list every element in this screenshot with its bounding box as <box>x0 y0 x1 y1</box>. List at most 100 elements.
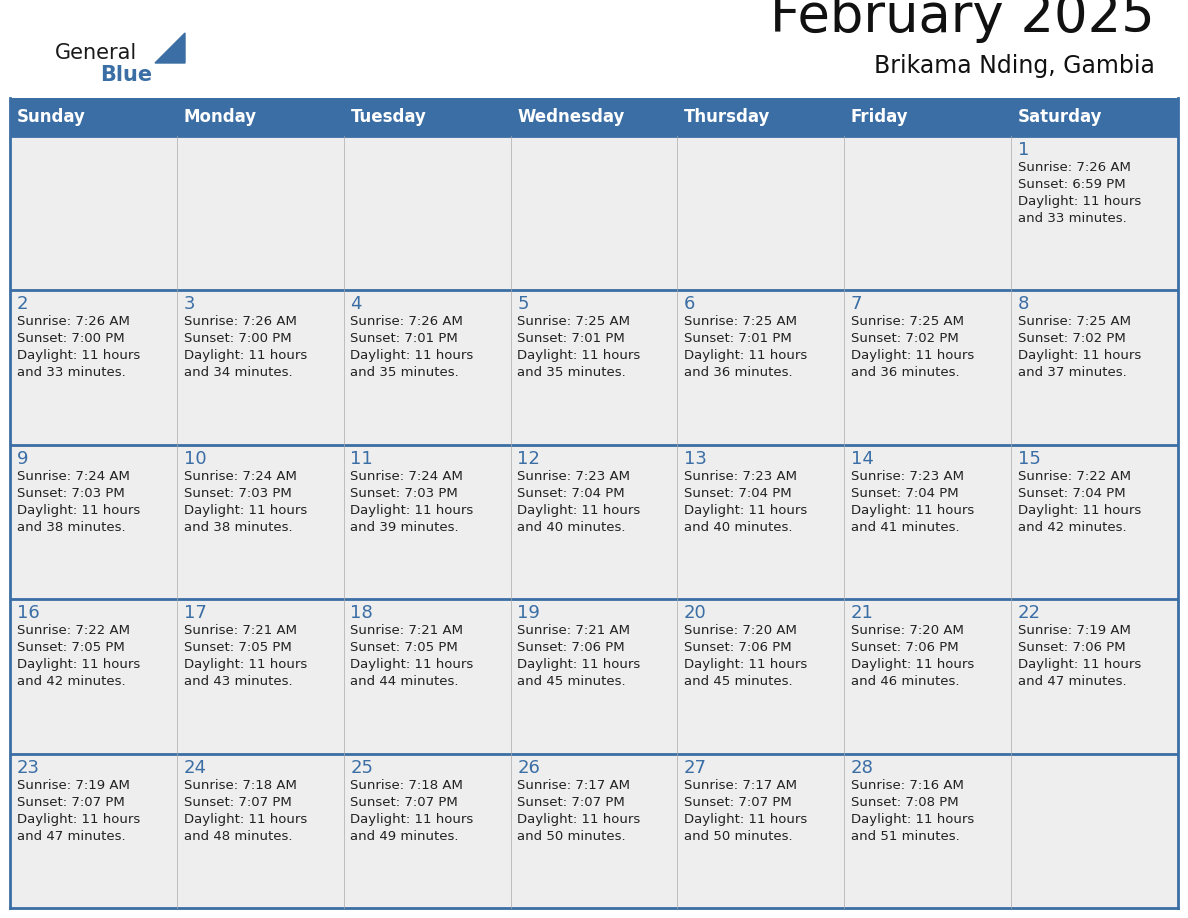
Text: and 51 minutes.: and 51 minutes. <box>851 830 960 843</box>
Text: Sunset: 7:01 PM: Sunset: 7:01 PM <box>350 332 459 345</box>
Text: 10: 10 <box>183 450 207 468</box>
Text: Sunrise: 7:20 AM: Sunrise: 7:20 AM <box>851 624 963 637</box>
Text: Sunrise: 7:20 AM: Sunrise: 7:20 AM <box>684 624 797 637</box>
Text: Sunrise: 7:18 AM: Sunrise: 7:18 AM <box>350 778 463 791</box>
Text: Sunrise: 7:21 AM: Sunrise: 7:21 AM <box>350 624 463 637</box>
Text: Daylight: 11 hours: Daylight: 11 hours <box>183 350 307 363</box>
Text: 21: 21 <box>851 604 874 622</box>
Bar <box>10 136 1178 290</box>
Text: and 35 minutes.: and 35 minutes. <box>350 366 459 379</box>
Text: Sunset: 7:03 PM: Sunset: 7:03 PM <box>17 487 125 499</box>
Text: Daylight: 11 hours: Daylight: 11 hours <box>183 658 307 671</box>
Text: 28: 28 <box>851 758 874 777</box>
Text: Monday: Monday <box>183 108 257 126</box>
Text: Sunset: 7:07 PM: Sunset: 7:07 PM <box>684 796 792 809</box>
Text: Daylight: 11 hours: Daylight: 11 hours <box>851 350 974 363</box>
Text: Daylight: 11 hours: Daylight: 11 hours <box>1018 195 1140 208</box>
Text: Sunset: 7:06 PM: Sunset: 7:06 PM <box>851 641 959 655</box>
Text: Daylight: 11 hours: Daylight: 11 hours <box>684 350 808 363</box>
Text: Sunset: 7:02 PM: Sunset: 7:02 PM <box>851 332 959 345</box>
Text: Sunrise: 7:23 AM: Sunrise: 7:23 AM <box>684 470 797 483</box>
Text: Daylight: 11 hours: Daylight: 11 hours <box>17 504 140 517</box>
Text: Sunrise: 7:22 AM: Sunrise: 7:22 AM <box>1018 470 1131 483</box>
Text: and 33 minutes.: and 33 minutes. <box>1018 212 1126 225</box>
Text: 9: 9 <box>17 450 29 468</box>
Text: 4: 4 <box>350 296 362 313</box>
Text: Sunset: 7:04 PM: Sunset: 7:04 PM <box>1018 487 1125 499</box>
Text: and 40 minutes.: and 40 minutes. <box>684 521 792 533</box>
Text: Sunset: 6:59 PM: Sunset: 6:59 PM <box>1018 178 1125 191</box>
Text: and 50 minutes.: and 50 minutes. <box>684 830 792 843</box>
Text: Sunset: 7:01 PM: Sunset: 7:01 PM <box>684 332 792 345</box>
Text: Saturday: Saturday <box>1018 108 1102 126</box>
Text: Daylight: 11 hours: Daylight: 11 hours <box>684 658 808 671</box>
Text: and 45 minutes.: and 45 minutes. <box>684 676 792 688</box>
Text: and 38 minutes.: and 38 minutes. <box>17 521 125 533</box>
Text: Sunset: 7:03 PM: Sunset: 7:03 PM <box>350 487 459 499</box>
Text: Daylight: 11 hours: Daylight: 11 hours <box>350 350 474 363</box>
Text: and 39 minutes.: and 39 minutes. <box>350 521 459 533</box>
Text: Daylight: 11 hours: Daylight: 11 hours <box>350 658 474 671</box>
Text: Sunrise: 7:23 AM: Sunrise: 7:23 AM <box>851 470 963 483</box>
Text: Tuesday: Tuesday <box>350 108 426 126</box>
Text: General: General <box>55 43 138 63</box>
Text: Sunrise: 7:25 AM: Sunrise: 7:25 AM <box>684 316 797 329</box>
Text: Sunrise: 7:24 AM: Sunrise: 7:24 AM <box>350 470 463 483</box>
Text: Sunset: 7:05 PM: Sunset: 7:05 PM <box>183 641 291 655</box>
Text: 19: 19 <box>517 604 541 622</box>
Text: 1: 1 <box>1018 141 1029 159</box>
Text: Sunset: 7:01 PM: Sunset: 7:01 PM <box>517 332 625 345</box>
Text: Wednesday: Wednesday <box>517 108 625 126</box>
Text: Sunrise: 7:21 AM: Sunrise: 7:21 AM <box>183 624 297 637</box>
Text: Sunset: 7:02 PM: Sunset: 7:02 PM <box>1018 332 1125 345</box>
Text: and 38 minutes.: and 38 minutes. <box>183 521 292 533</box>
Text: and 40 minutes.: and 40 minutes. <box>517 521 626 533</box>
Text: 2: 2 <box>17 296 29 313</box>
Text: Daylight: 11 hours: Daylight: 11 hours <box>1018 658 1140 671</box>
Text: Daylight: 11 hours: Daylight: 11 hours <box>17 658 140 671</box>
Text: 11: 11 <box>350 450 373 468</box>
Text: Sunrise: 7:26 AM: Sunrise: 7:26 AM <box>1018 161 1131 174</box>
Text: Daylight: 11 hours: Daylight: 11 hours <box>851 504 974 517</box>
Text: 15: 15 <box>1018 450 1041 468</box>
Text: 26: 26 <box>517 758 541 777</box>
Text: Sunset: 7:00 PM: Sunset: 7:00 PM <box>183 332 291 345</box>
Text: Sunset: 7:05 PM: Sunset: 7:05 PM <box>17 641 125 655</box>
Text: Daylight: 11 hours: Daylight: 11 hours <box>350 504 474 517</box>
Text: and 35 minutes.: and 35 minutes. <box>517 366 626 379</box>
Text: Sunrise: 7:25 AM: Sunrise: 7:25 AM <box>851 316 963 329</box>
Text: 22: 22 <box>1018 604 1041 622</box>
Text: Sunset: 7:08 PM: Sunset: 7:08 PM <box>851 796 959 809</box>
Text: Daylight: 11 hours: Daylight: 11 hours <box>684 812 808 825</box>
Text: Brikama Nding, Gambia: Brikama Nding, Gambia <box>874 54 1155 78</box>
Text: and 34 minutes.: and 34 minutes. <box>183 366 292 379</box>
Text: Sunrise: 7:22 AM: Sunrise: 7:22 AM <box>17 624 129 637</box>
Bar <box>10 98 1178 136</box>
Text: and 42 minutes.: and 42 minutes. <box>1018 521 1126 533</box>
Text: 6: 6 <box>684 296 695 313</box>
Text: and 47 minutes.: and 47 minutes. <box>17 830 125 843</box>
Text: February 2025: February 2025 <box>770 0 1155 43</box>
Bar <box>10 754 1178 908</box>
Text: Daylight: 11 hours: Daylight: 11 hours <box>17 812 140 825</box>
Text: 3: 3 <box>183 296 195 313</box>
Text: Daylight: 11 hours: Daylight: 11 hours <box>517 350 640 363</box>
Text: and 45 minutes.: and 45 minutes. <box>517 676 626 688</box>
Text: Sunrise: 7:19 AM: Sunrise: 7:19 AM <box>17 778 129 791</box>
Text: Sunset: 7:04 PM: Sunset: 7:04 PM <box>517 487 625 499</box>
Text: Sunset: 7:06 PM: Sunset: 7:06 PM <box>517 641 625 655</box>
Text: 12: 12 <box>517 450 541 468</box>
Text: Sunrise: 7:25 AM: Sunrise: 7:25 AM <box>517 316 631 329</box>
Text: Sunset: 7:06 PM: Sunset: 7:06 PM <box>684 641 791 655</box>
Text: Sunrise: 7:17 AM: Sunrise: 7:17 AM <box>517 778 631 791</box>
Text: Daylight: 11 hours: Daylight: 11 hours <box>517 812 640 825</box>
Text: Sunrise: 7:26 AM: Sunrise: 7:26 AM <box>183 316 297 329</box>
Text: and 36 minutes.: and 36 minutes. <box>684 366 792 379</box>
Text: Sunset: 7:00 PM: Sunset: 7:00 PM <box>17 332 125 345</box>
Text: 27: 27 <box>684 758 707 777</box>
Text: and 33 minutes.: and 33 minutes. <box>17 366 126 379</box>
Text: Sunrise: 7:19 AM: Sunrise: 7:19 AM <box>1018 624 1131 637</box>
Text: Sunset: 7:07 PM: Sunset: 7:07 PM <box>517 796 625 809</box>
Text: Sunrise: 7:26 AM: Sunrise: 7:26 AM <box>17 316 129 329</box>
Text: 25: 25 <box>350 758 373 777</box>
